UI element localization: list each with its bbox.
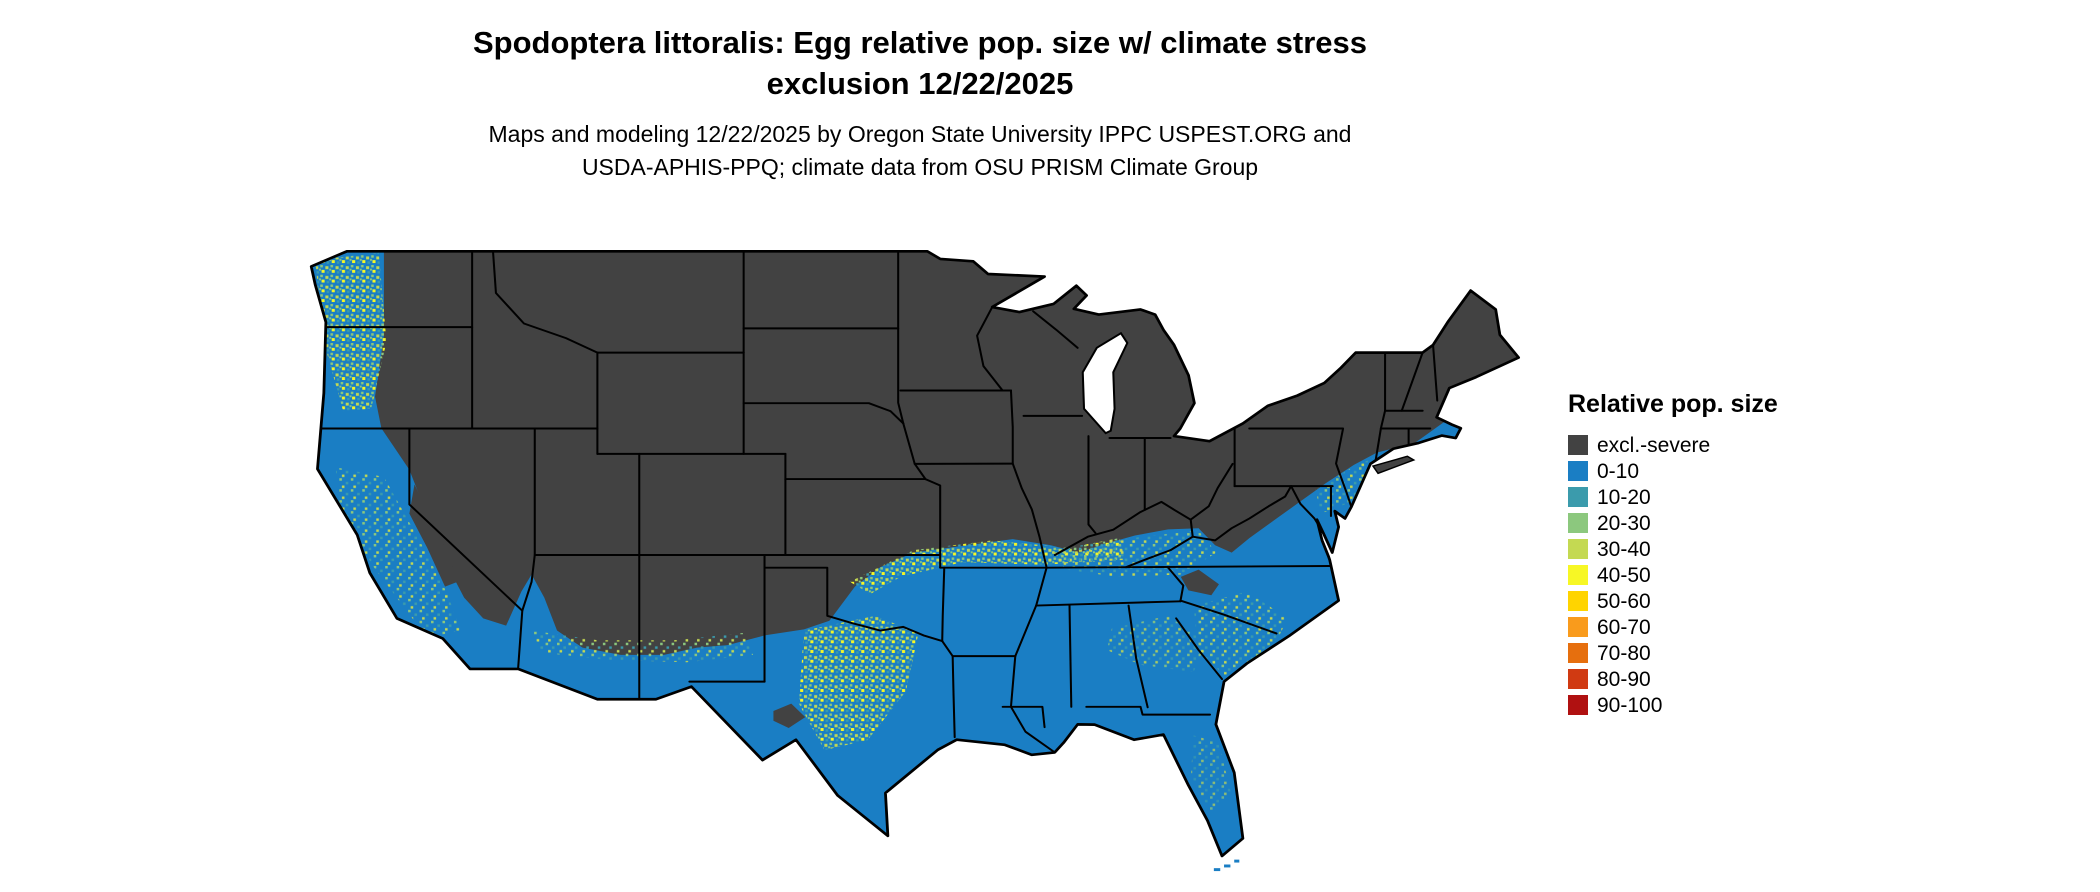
legend-swatch [1568, 695, 1588, 715]
legend-label: 40-50 [1597, 563, 1651, 587]
legend-swatch [1568, 539, 1588, 559]
legend-swatch [1568, 565, 1588, 585]
title-line-1: Spodoptera littoralis: Egg relative pop.… [472, 25, 1368, 60]
us-map-canvas [305, 226, 1527, 884]
legend-label: 20-30 [1597, 511, 1651, 535]
legend-swatch [1568, 617, 1588, 637]
excluded-patches [409, 484, 1219, 729]
map-subtitle: Maps and modeling 12/22/2025 by Oregon S… [0, 118, 1840, 184]
legend-row: 10-20 [1568, 484, 1778, 510]
legend-swatch [1568, 461, 1588, 481]
legend-row: 80-90 [1568, 666, 1778, 692]
legend-row: 20-30 [1568, 510, 1778, 536]
legend-label: 0-10 [1597, 459, 1640, 483]
title-line-2: exclusion 12/22/2025 [766, 66, 1074, 101]
subtitle-line-1: Maps and modeling 12/22/2025 by Oregon S… [488, 121, 1352, 147]
legend-swatch [1568, 435, 1588, 455]
legend-label: 60-70 [1597, 615, 1651, 639]
legend-swatch [1568, 513, 1588, 533]
legend-row: 90-100 [1568, 692, 1778, 718]
legend-row: excl.-severe [1568, 432, 1778, 458]
legend-label: 10-20 [1597, 485, 1651, 509]
legend-items: excl.-severe 0-10 10-20 20-30 30-40 40-5… [1568, 432, 1778, 718]
legend-label: 30-40 [1597, 537, 1651, 561]
legend-label: 70-80 [1597, 641, 1651, 665]
lake-michigan [1081, 331, 1129, 435]
legend-row: 30-40 [1568, 536, 1778, 562]
legend-title: Relative pop. size [1568, 390, 1778, 418]
legend-label: excl.-severe [1597, 433, 1711, 457]
us-outline [309, 250, 1520, 858]
state-borders [320, 251, 1439, 754]
legend-row: 50-60 [1568, 588, 1778, 614]
subtitle-line-2: USDA-APHIS-PPQ; climate data from OSU PR… [581, 154, 1259, 180]
map-title: Spodoptera littoralis: Egg relative pop.… [0, 22, 1840, 104]
legend-label: 80-90 [1597, 667, 1651, 691]
legend: Relative pop. size excl.-severe 0-10 10-… [1568, 390, 1778, 718]
legend-row: 0-10 [1568, 458, 1778, 484]
us-map [309, 250, 1520, 872]
legend-label: 90-100 [1597, 693, 1663, 717]
legend-label: 50-60 [1597, 589, 1651, 613]
legend-row: 40-50 [1568, 562, 1778, 588]
map-header: Spodoptera littoralis: Egg relative pop.… [0, 22, 1840, 184]
legend-swatch [1568, 487, 1588, 507]
legend-swatch [1568, 669, 1588, 689]
raster-layers [311, 251, 1519, 856]
legend-swatch [1568, 591, 1588, 611]
legend-swatch [1568, 643, 1588, 663]
legend-row: 60-70 [1568, 614, 1778, 640]
long-island [1371, 455, 1416, 475]
legend-row: 70-80 [1568, 640, 1778, 666]
florida-keys [1213, 859, 1240, 872]
